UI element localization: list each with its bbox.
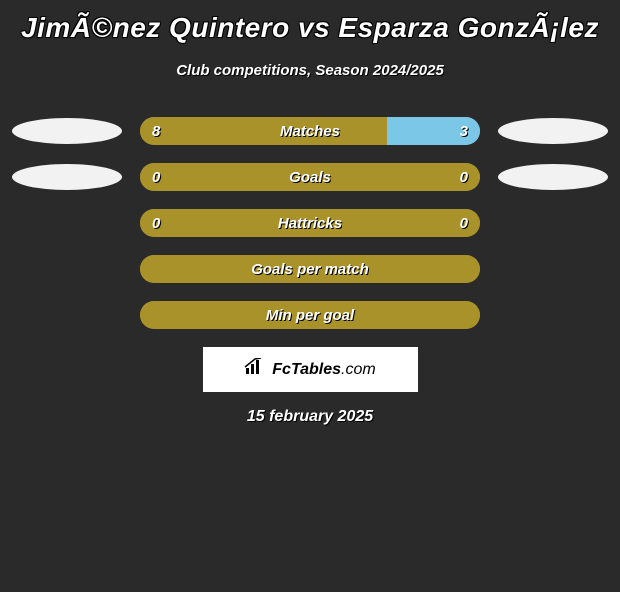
- date-text: 15 february 2025: [0, 408, 620, 426]
- comparison-row: 83Matches: [0, 117, 620, 145]
- bar-chart-icon: [244, 358, 266, 381]
- bar-label: Min per goal: [140, 301, 480, 329]
- right-ellipse: [498, 118, 608, 144]
- logo-box: FcTables.com: [203, 347, 418, 392]
- logo-text: FcTables.com: [272, 361, 375, 379]
- page-title: JimÃ©nez Quintero vs Esparza GonzÃ¡lez: [0, 12, 620, 44]
- bar-label: Goals: [140, 163, 480, 191]
- left-ellipse: [12, 164, 122, 190]
- comparison-row: 00Goals: [0, 163, 620, 191]
- comparison-row: 00Hattricks: [0, 209, 620, 237]
- comparison-row: Min per goal: [0, 301, 620, 329]
- left-ellipse: [12, 118, 122, 144]
- stat-bar: Min per goal: [140, 301, 480, 329]
- stat-bar: 83Matches: [140, 117, 480, 145]
- logo-text-light: .com: [341, 361, 376, 378]
- comparison-rows: 83Matches 00Goals 00Hattricks Goals per mat…: [0, 117, 620, 329]
- logo-text-bold: FcTables: [272, 361, 341, 378]
- stat-bar: 00Goals: [140, 163, 480, 191]
- comparison-row: Goals per match: [0, 255, 620, 283]
- right-ellipse: [498, 164, 608, 190]
- bar-label: Hattricks: [140, 209, 480, 237]
- page-subtitle: Club competitions, Season 2024/2025: [0, 62, 620, 79]
- stat-bar: 00Hattricks: [140, 209, 480, 237]
- bar-label: Matches: [140, 117, 480, 145]
- stat-bar: Goals per match: [140, 255, 480, 283]
- bar-label: Goals per match: [140, 255, 480, 283]
